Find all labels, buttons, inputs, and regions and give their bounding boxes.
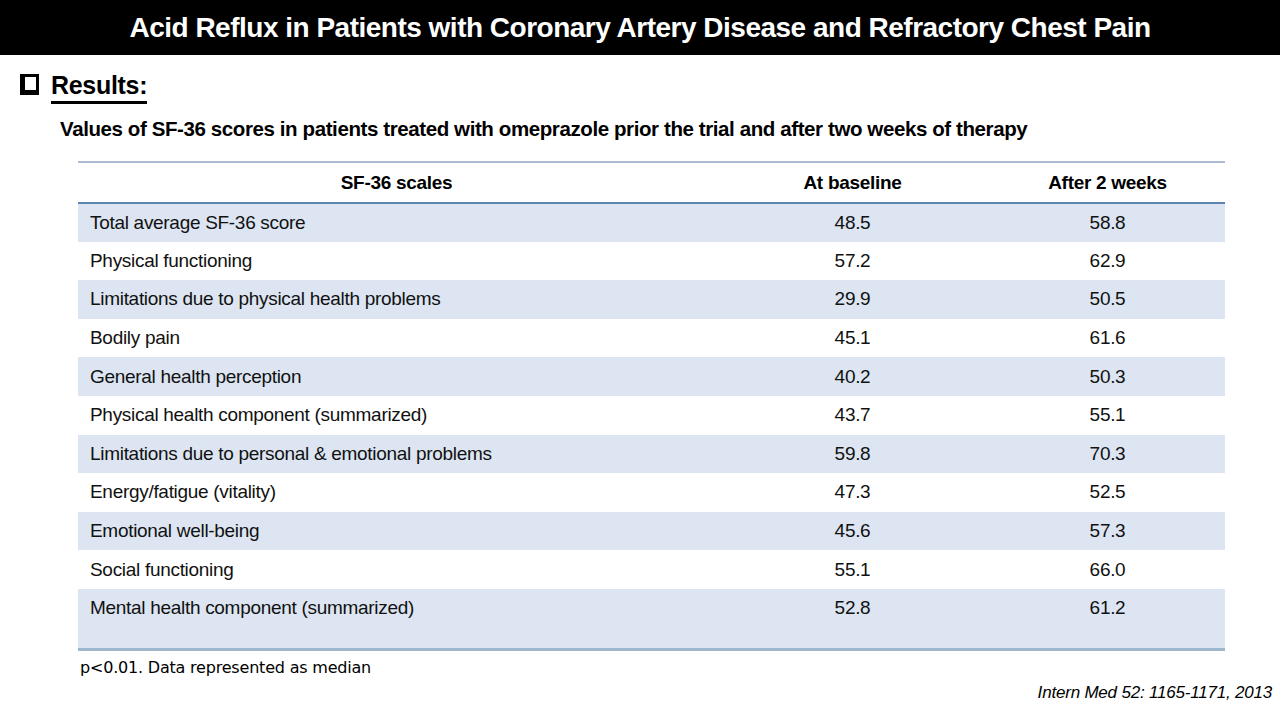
after-2-weeks-value-cell: 52.5 — [990, 473, 1225, 512]
column-header-after-2-weeks: After 2 weeks — [990, 162, 1225, 203]
after-2-weeks-value-cell: 55.1 — [990, 396, 1225, 435]
slide: Acid Reflux in Patients with Coronary Ar… — [0, 0, 1280, 677]
table-row: Emotional well-being45.657.3 — [78, 512, 1225, 551]
table-row: Limitations due to physical health probl… — [78, 280, 1225, 319]
slide-title-bar: Acid Reflux in Patients with Coronary Ar… — [0, 0, 1280, 55]
after-2-weeks-value-cell: 61.2 — [990, 589, 1225, 628]
table-row: Bodily pain45.161.6 — [78, 319, 1225, 358]
table-row: Physical health component (summarized)43… — [78, 396, 1225, 435]
baseline-value-cell: 45.6 — [715, 512, 990, 551]
table-row: General health perception40.250.3 — [78, 357, 1225, 396]
column-header-scales: SF-36 scales — [78, 162, 715, 203]
table-row: Social functioning55.166.0 — [78, 550, 1225, 589]
results-heading: Results: — [20, 71, 1280, 104]
table-header-row: SF-36 scales At baseline After 2 weeks — [78, 162, 1225, 203]
baseline-value-cell: 48.5 — [715, 203, 990, 242]
results-heading-label: Results: — [51, 71, 147, 104]
baseline-value-cell: 59.8 — [715, 435, 990, 474]
baseline-value-cell: 47.3 — [715, 473, 990, 512]
square-bullet-icon — [20, 74, 39, 95]
table-row: Total average SF-36 score48.558.8 — [78, 203, 1225, 242]
citation: Intern Med 52: 1165-1171, 2013 — [1038, 683, 1272, 703]
scale-label-cell: Physical functioning — [78, 242, 715, 281]
baseline-value-cell: 55.1 — [715, 550, 990, 589]
after-2-weeks-value-cell: 70.3 — [990, 435, 1225, 474]
table-header: SF-36 scales At baseline After 2 weeks — [78, 162, 1225, 203]
sf36-scores-table: SF-36 scales At baseline After 2 weeks T… — [78, 161, 1225, 651]
scale-label-cell: Total average SF-36 score — [78, 203, 715, 242]
scale-label-cell: General health perception — [78, 357, 715, 396]
after-2-weeks-value-cell: 62.9 — [990, 242, 1225, 281]
baseline-value-cell: 45.1 — [715, 319, 990, 358]
baseline-value-cell: 43.7 — [715, 396, 990, 435]
scale-label-cell: Energy/fatigue (vitality) — [78, 473, 715, 512]
table-title: Values of SF-36 scores in patients treat… — [60, 117, 1280, 141]
after-2-weeks-value-cell: 58.8 — [990, 203, 1225, 242]
after-2-weeks-value-cell: 57.3 — [990, 512, 1225, 551]
scale-label-cell: Emotional well-being — [78, 512, 715, 551]
scale-label-cell: Mental health component (summarized) — [78, 589, 715, 628]
table-footnote: p<0.01. Data represented as median — [80, 658, 1280, 677]
slide-title: Acid Reflux in Patients with Coronary Ar… — [129, 12, 1150, 44]
scale-label-cell: Limitations due to physical health probl… — [78, 280, 715, 319]
baseline-value-cell: 40.2 — [715, 357, 990, 396]
after-2-weeks-value-cell: 66.0 — [990, 550, 1225, 589]
baseline-value-cell: 29.9 — [715, 280, 990, 319]
after-2-weeks-value-cell: 61.6 — [990, 319, 1225, 358]
baseline-value-cell: 57.2 — [715, 242, 990, 281]
after-2-weeks-value-cell: 50.5 — [990, 280, 1225, 319]
table-row: Mental health component (summarized)52.8… — [78, 589, 1225, 628]
scale-label-cell: Bodily pain — [78, 319, 715, 358]
table-body: Total average SF-36 score48.558.8Physica… — [78, 203, 1225, 650]
scale-label-cell: Physical health component (summarized) — [78, 396, 715, 435]
table-spacer-row — [78, 628, 1225, 650]
table-row: Limitations due to personal & emotional … — [78, 435, 1225, 474]
column-header-baseline: At baseline — [715, 162, 990, 203]
table-row: Energy/fatigue (vitality)47.352.5 — [78, 473, 1225, 512]
baseline-value-cell: 52.8 — [715, 589, 990, 628]
scale-label-cell: Limitations due to personal & emotional … — [78, 435, 715, 474]
table-row: Physical functioning57.262.9 — [78, 242, 1225, 281]
scale-label-cell: Social functioning — [78, 550, 715, 589]
after-2-weeks-value-cell: 50.3 — [990, 357, 1225, 396]
